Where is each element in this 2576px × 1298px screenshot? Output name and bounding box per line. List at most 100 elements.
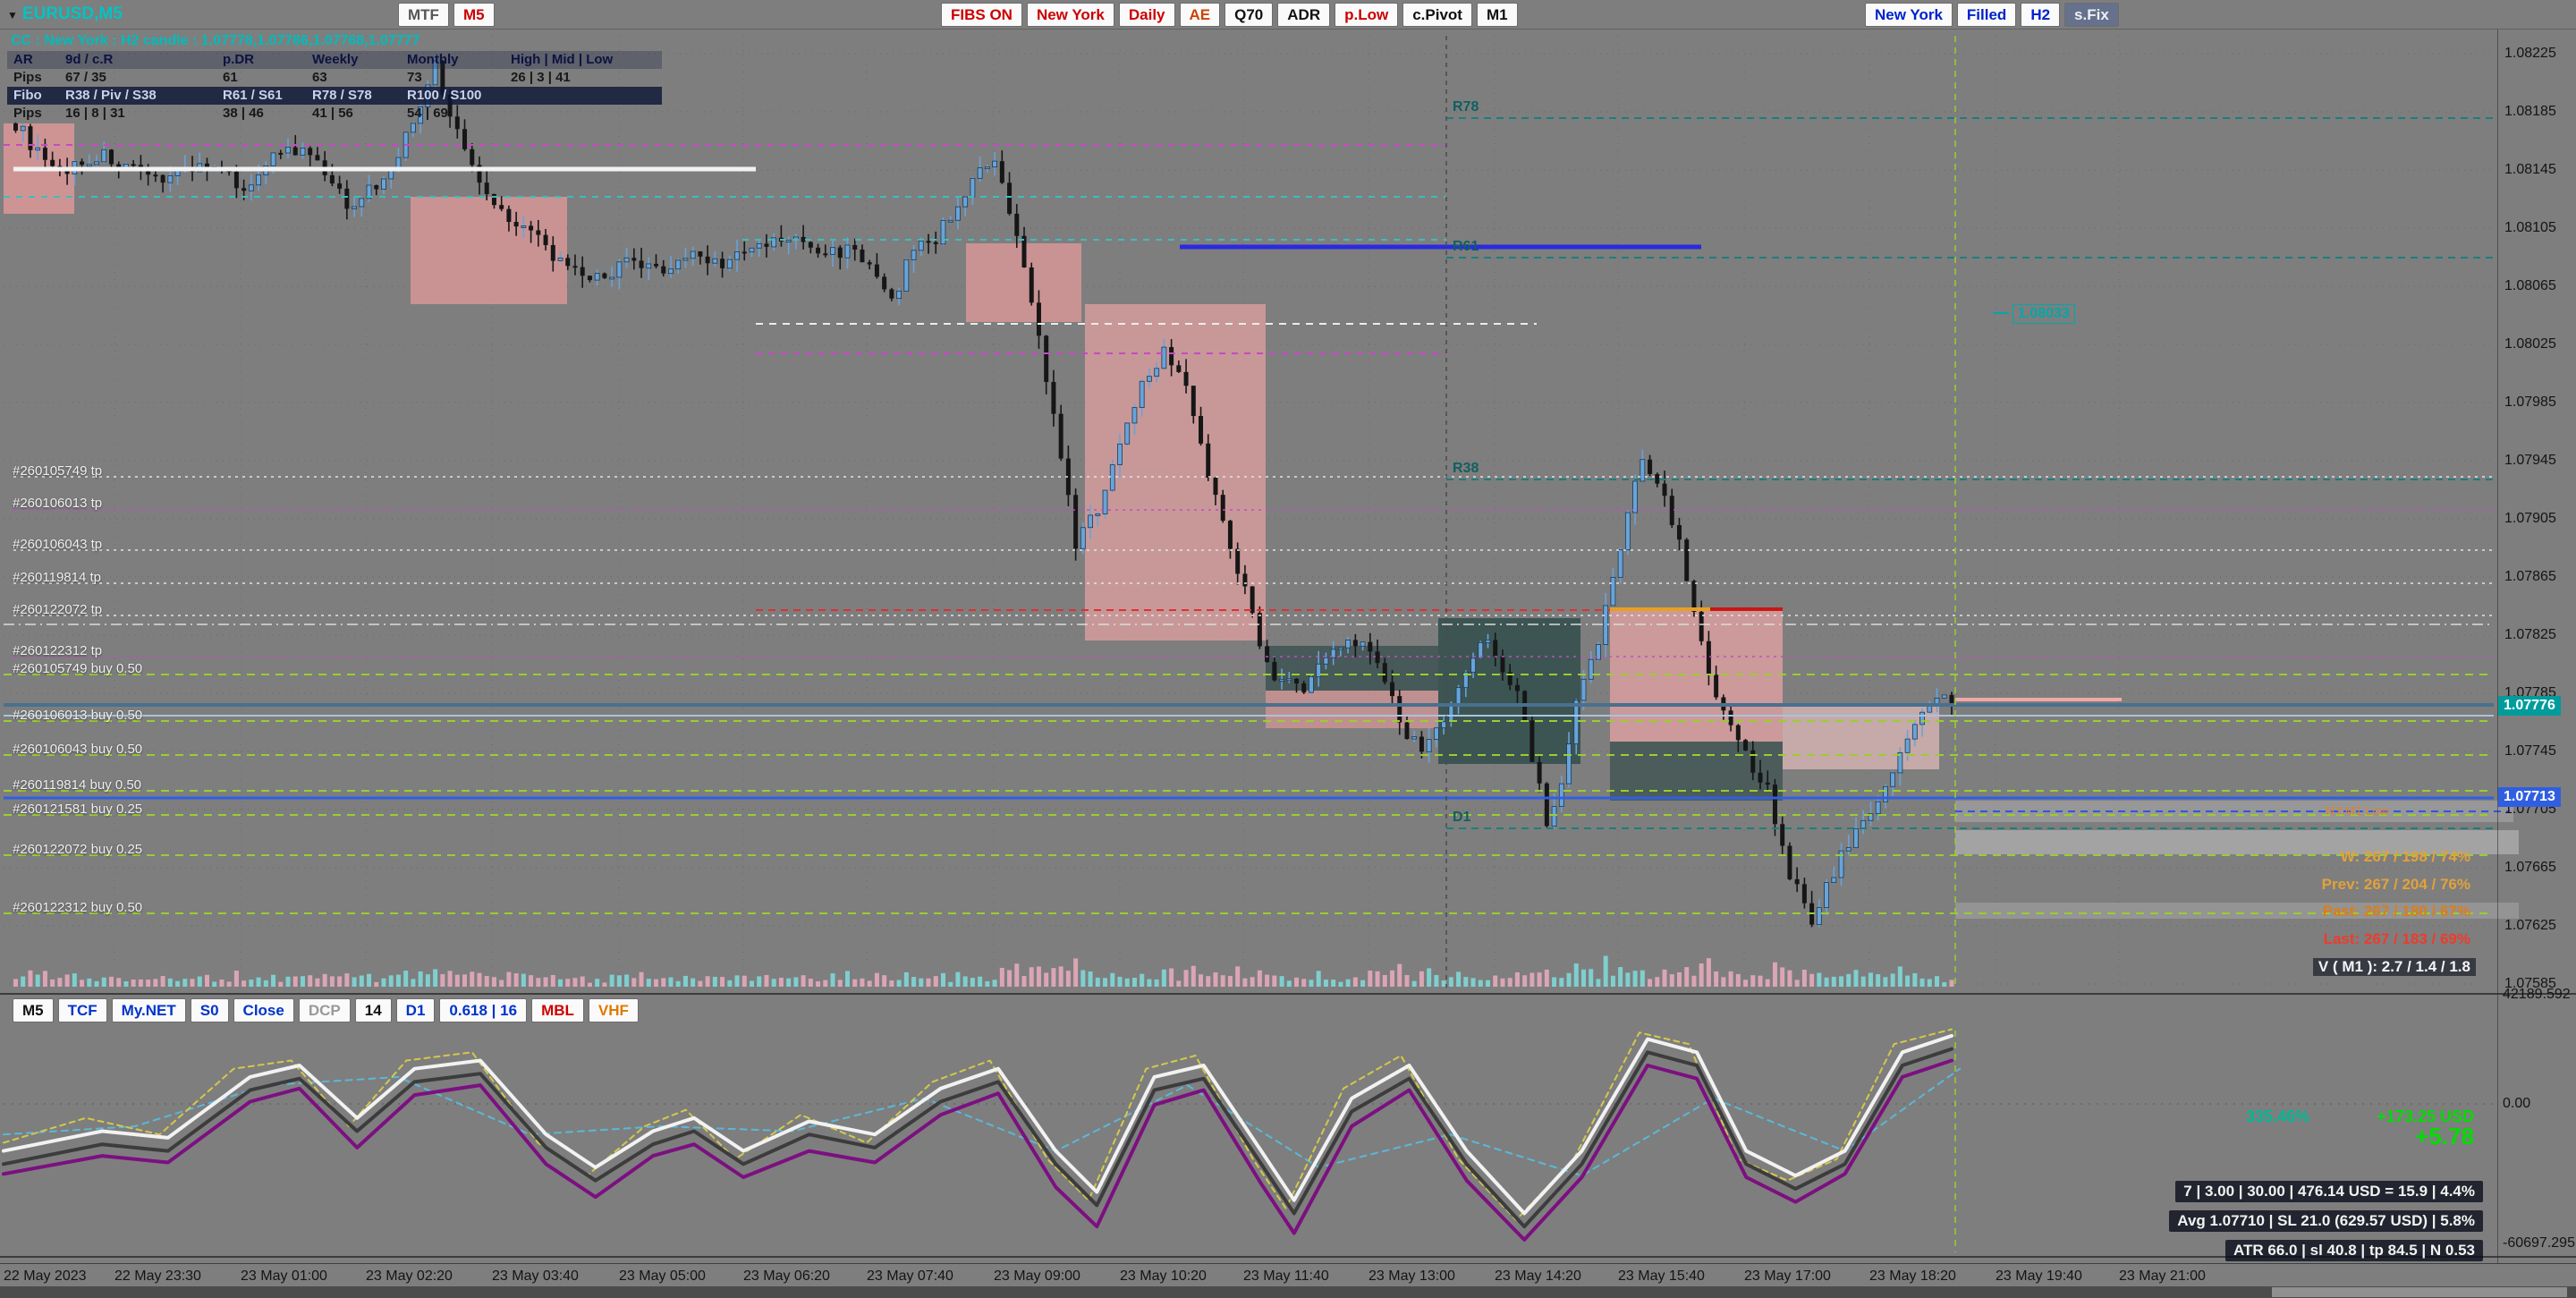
- pivot-table-cell: 9d / c.R: [65, 52, 114, 67]
- toolbar-button-adr[interactable]: ADR: [1277, 3, 1331, 27]
- indicator-button-tcf[interactable]: TCF: [57, 998, 107, 1022]
- time-axis-label: 23 May 11:40: [1243, 1268, 1329, 1284]
- toolbar-group-center: FIBS ON New York Daily AE Q70 ADR p.Low c.Pivot…: [941, 3, 1518, 27]
- indicator-toolbar: M5 TCF My.NET S0 Close DCP 14 D1 0.618 | 16 MBL VH…: [13, 998, 639, 1022]
- pivot-table-cell: 61: [223, 70, 238, 85]
- supply-demand-zones: [4, 123, 1939, 801]
- pivot-table-cell: Pips: [13, 70, 42, 85]
- indicator-separator-top[interactable]: [0, 993, 2576, 995]
- time-axis-label: 23 May 05:00: [619, 1268, 706, 1284]
- time-axis-label: 23 May 18:20: [1869, 1268, 1956, 1284]
- indicator-separator-bottom[interactable]: [0, 1256, 2576, 1258]
- toolbar-group-right: New York Filled H2 s.Fix: [1865, 3, 2119, 27]
- time-axis-label: 23 May 17:00: [1744, 1268, 1831, 1284]
- time-axis-label: 22 May 23:30: [114, 1268, 201, 1284]
- pivot-table-row: AR 9d / c.R p.DR Weekly Monthly High | Mid | …: [7, 51, 662, 69]
- toolbar-button-mtf[interactable]: MTF: [398, 3, 449, 27]
- indicator-button-m5[interactable]: M5: [13, 998, 54, 1022]
- toolbar-button-h2[interactable]: H2: [2021, 3, 2061, 27]
- pivot-table-cell: 41 | 56: [312, 106, 353, 121]
- toolbar-button-c-pivot[interactable]: c.Pivot: [1402, 3, 1472, 27]
- pivot-table-cell: R38 / Piv / S38: [65, 88, 157, 103]
- toolbar-button-new-york[interactable]: New York: [1026, 3, 1114, 27]
- pivot-table-cell: Monthly: [407, 52, 459, 67]
- chart-canvas[interactable]: [0, 0, 2576, 1263]
- osc-purple: [2, 1058, 1953, 1242]
- pivot-table-row: Pips 67 / 35 61 63 73 26 | 3 | 41: [7, 69, 662, 87]
- toolbar-button-daily[interactable]: Daily: [1118, 3, 1175, 27]
- osc-cyan-dashed: [3, 1067, 1962, 1177]
- pivot-table-cell: AR: [13, 52, 33, 67]
- pivot-table-cell: R100 / S100: [407, 88, 482, 103]
- pivot-table-cell: 26 | 3 | 41: [511, 70, 571, 85]
- pivot-table-cell: Pips: [13, 106, 42, 121]
- time-axis-label: 23 May 15:40: [1618, 1268, 1705, 1284]
- pivot-table-cell: 67 / 35: [65, 70, 106, 85]
- indicator-button-14[interactable]: 14: [354, 998, 392, 1022]
- time-axis-label: 23 May 19:40: [1996, 1268, 2082, 1284]
- time-axis-label: 23 May 02:20: [366, 1268, 453, 1284]
- osc-white: [2, 1033, 1953, 1216]
- scrollbar[interactable]: [0, 1286, 2576, 1298]
- candle-info-line: CC : New York : H2 candle : 1.07778,1.07…: [11, 33, 420, 48]
- time-axis[interactable]: 22 May 2023 22 May 23:30 23 May 01:00 23 Ma…: [0, 1263, 2576, 1286]
- time-axis-label: 23 May 10:20: [1120, 1268, 1207, 1284]
- toolbar-button-ae[interactable]: AE: [1179, 3, 1221, 27]
- pivot-table-cell: R78 / S78: [312, 88, 372, 103]
- price-axis-divider: [2497, 30, 2498, 1263]
- toolbar-group-left: MTF M5: [398, 3, 495, 27]
- toolbar-button-fibs-on[interactable]: FIBS ON: [941, 3, 1022, 27]
- indicator-button-my-net[interactable]: My.NET: [111, 998, 186, 1022]
- symbol-title: ▼ EURUSD,M5: [7, 4, 123, 24]
- pivot-table-cell: High | Mid | Low: [511, 52, 614, 67]
- pivot-table-cell: 63: [312, 70, 327, 85]
- indicator-button-vhf[interactable]: VHF: [588, 998, 639, 1022]
- price-bands: [1955, 801, 2519, 919]
- time-axis-label: 22 May 2023: [4, 1268, 87, 1284]
- indicator-button-0-618-16[interactable]: 0.618 | 16: [439, 998, 528, 1022]
- time-axis-label: 23 May 13:00: [1368, 1268, 1455, 1284]
- indicator-button-close[interactable]: Close: [233, 998, 294, 1022]
- horizontal-lines: [4, 117, 2510, 914]
- pivot-table-cell: [504, 87, 662, 105]
- time-axis-label: 23 May 06:20: [743, 1268, 830, 1284]
- toolbar-button-m1[interactable]: M1: [1476, 3, 1518, 27]
- volume-histogram: [13, 955, 1954, 987]
- top-toolbar: ▼ EURUSD,M5 MTF M5 FIBS ON New York Daily AE Q…: [0, 0, 2576, 30]
- dropdown-arrow-icon[interactable]: ▼: [7, 9, 18, 21]
- toolbar-button-q70[interactable]: Q70: [1224, 3, 1274, 27]
- toolbar-button-m5[interactable]: M5: [453, 3, 495, 27]
- oscillator-curves: [2, 1028, 2494, 1242]
- time-axis-label: 23 May 14:20: [1495, 1268, 1581, 1284]
- time-axis-label: 23 May 03:40: [492, 1268, 579, 1284]
- time-axis-label: 23 May 07:40: [867, 1268, 953, 1284]
- toolbar-button-new-york[interactable]: New York: [1865, 3, 1953, 27]
- pivot-table-cell: Fibo: [13, 88, 42, 103]
- toolbar-button-p-low[interactable]: p.Low: [1335, 3, 1399, 27]
- pivot-table-cell: 73: [407, 70, 422, 85]
- pivot-table-cell: 54 | 69: [407, 106, 448, 121]
- time-axis-label: 23 May 09:00: [994, 1268, 1080, 1284]
- toolbar-button-filled[interactable]: Filled: [1956, 3, 2017, 27]
- pivot-table-cell: 16 | 8 | 31: [65, 106, 125, 121]
- pivot-info-table: AR 9d / c.R p.DR Weekly Monthly High | Mid | …: [7, 51, 662, 123]
- indicator-button-mbl[interactable]: MBL: [531, 998, 584, 1022]
- time-axis-label: 23 May 01:00: [241, 1268, 327, 1284]
- pivot-table-cell: 38 | 46: [223, 106, 264, 121]
- osc-dark: [2, 1047, 1953, 1229]
- vertical-lines: [1445, 36, 1956, 1252]
- osc-yellow-dashed: [3, 1028, 1953, 1221]
- pivot-table-row: Pips 16 | 8 | 31 38 | 46 41 | 56 54 | 69: [7, 105, 662, 123]
- pivot-table-cell: [504, 105, 662, 123]
- indicator-button-s0[interactable]: S0: [190, 998, 229, 1022]
- pivot-table-cell: p.DR: [223, 52, 254, 67]
- pivot-table-cell: Weekly: [312, 52, 359, 67]
- time-axis-label: 23 May 21:00: [2119, 1268, 2206, 1284]
- indicator-button-d1[interactable]: D1: [395, 998, 436, 1022]
- symbol-label: EURUSD,M5: [21, 4, 123, 23]
- pivot-table-row: Fibo R38 / Piv / S38 R61 / S61 R78 / S78 R10…: [7, 87, 662, 105]
- indicator-button-dcp[interactable]: DCP: [298, 998, 351, 1022]
- scrollbar-handle[interactable]: [2272, 1287, 2567, 1297]
- toolbar-button-s-fix[interactable]: s.Fix: [2064, 3, 2119, 27]
